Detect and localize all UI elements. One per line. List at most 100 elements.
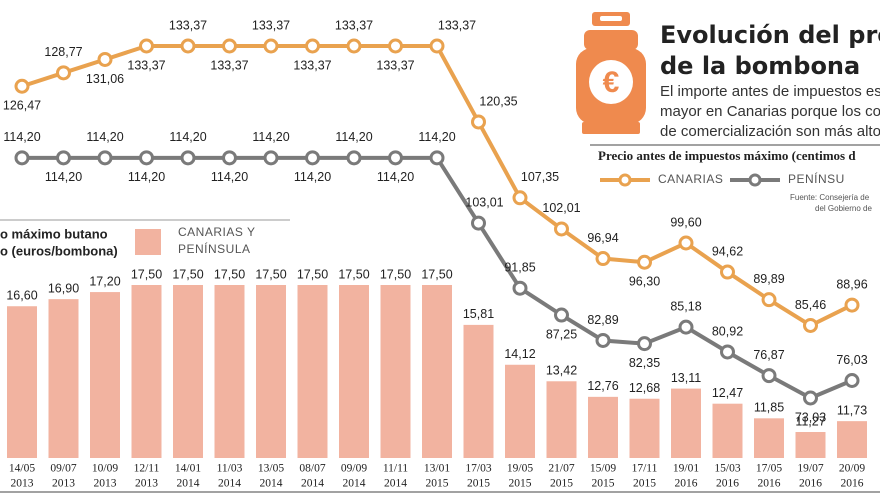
point (305, 150, 320, 166)
x-tick-label: 2015 (592, 478, 615, 490)
point-value-label: 102,01 (542, 201, 580, 215)
bar (422, 285, 452, 458)
bar (463, 324, 494, 458)
point-value-label: 114,20 (169, 130, 206, 144)
point-value-label: 96,30 (629, 275, 660, 289)
x-tick-label: 19/07 (797, 463, 823, 475)
point (471, 114, 486, 130)
point (305, 38, 320, 54)
bar-value-label: 17,50 (338, 267, 369, 281)
point-value-label: 85,46 (795, 298, 826, 312)
point-value-label: 133,37 (252, 18, 290, 32)
point (637, 254, 652, 270)
point (56, 65, 71, 81)
point-value-label: 114,20 (211, 170, 248, 184)
x-tick-label: 14/01 (175, 463, 201, 475)
subtitle: mayor en Canarias porque los co (660, 103, 880, 120)
bar-value-label: 17,50 (421, 267, 452, 281)
point (346, 150, 362, 166)
bar (795, 432, 826, 458)
x-tick-label: 2015 (426, 478, 449, 490)
legend-label: CANARIAS Y PENÍNSULA (178, 225, 255, 256)
point (222, 150, 237, 166)
point (803, 390, 818, 406)
title: de la bombona (660, 52, 860, 80)
x-tick-label: 2016 (675, 478, 698, 490)
source: Fuente: Consejería de (790, 193, 870, 202)
x-tick-label: 17/05 (756, 463, 782, 475)
point-value-label: 133,37 (376, 58, 414, 72)
point (139, 150, 154, 166)
point-value-label: 88,96 (836, 277, 867, 291)
bar-value-label: 12,76 (587, 379, 618, 393)
x-tick-label: 10/09 (92, 463, 118, 475)
point-value-label: 107,35 (521, 170, 559, 184)
bar (297, 285, 328, 458)
bar-value-label: 11,85 (754, 401, 784, 415)
x-tick-label: 2015 (550, 478, 573, 490)
bar-value-label: 17,20 (89, 274, 120, 288)
legend-label-line: PENÍNSULA (178, 241, 251, 256)
point (595, 332, 611, 348)
bar-value-label: 13,42 (546, 364, 577, 378)
point (471, 215, 486, 231)
point-value-label: 131,06 (86, 72, 124, 86)
bar (339, 285, 369, 458)
point (761, 368, 777, 384)
bottle-icon: € (576, 12, 646, 134)
point-value-label: 126,47 (3, 99, 41, 113)
x-tick-label: 2014 (343, 478, 366, 490)
point (678, 319, 694, 335)
bar-value-label: 16,90 (48, 281, 79, 295)
x-tick-label: 15/09 (590, 463, 616, 475)
legend-label: CANARIAS (658, 172, 723, 186)
x-tick-label: 08/07 (299, 463, 325, 475)
bar-value-label: 16,60 (6, 289, 37, 303)
point-value-label: 114,20 (418, 130, 455, 144)
subtitle: de comercialización son más alto (660, 123, 880, 140)
x-tick-label: 09/07 (50, 463, 76, 475)
point-value-label: 114,20 (3, 130, 40, 144)
x-tick-label: 2014 (177, 478, 200, 490)
point (263, 150, 279, 166)
title: Evolución del precio (660, 21, 880, 49)
legend-marker (748, 173, 762, 187)
point-value-label: 91,85 (504, 261, 535, 275)
point-value-label: 73,03 (795, 410, 826, 424)
point-value-label: 114,20 (45, 170, 82, 184)
legend-label-line: CANARIAS Y (178, 225, 255, 239)
point (554, 307, 569, 323)
bar-value-label: 15,81 (463, 307, 494, 321)
point (139, 38, 154, 54)
x-tick-label: 13/05 (258, 463, 284, 475)
legend-label: PENÍNSU (788, 171, 845, 186)
point (97, 150, 113, 166)
x-tick-label: 12/11 (134, 463, 160, 475)
x-tick-label: 17/03 (465, 463, 491, 475)
point-value-label: 114,20 (294, 170, 331, 184)
point-value-label: 114,20 (335, 130, 372, 144)
point-value-label: 87,25 (546, 327, 577, 341)
point-value-label: 114,20 (252, 130, 289, 144)
bar-value-label: 17,50 (131, 267, 162, 281)
point-value-label: 114,20 (377, 170, 414, 184)
x-tick-label: 09/09 (341, 463, 367, 475)
x-tick-label: 2014 (218, 478, 241, 490)
legend-title: Precio antes de impuestos máximo (centim… (598, 148, 856, 163)
point (637, 336, 652, 352)
point-value-label: 133,37 (169, 18, 207, 32)
bar (48, 299, 79, 458)
x-tick-label: 21/07 (548, 463, 574, 475)
point (429, 38, 445, 54)
point (554, 221, 569, 237)
bar-value-label: 14,12 (504, 347, 535, 361)
bar (671, 388, 701, 458)
x-tick-label: 20/09 (839, 463, 865, 475)
svg-text:€: € (603, 66, 620, 99)
point (97, 51, 113, 67)
x-tick-label: 17/11 (632, 463, 658, 475)
point (263, 38, 279, 54)
x-tick-label: 2014 (301, 478, 324, 490)
point-value-label: 94,62 (712, 244, 743, 258)
x-tick-label: 15/03 (714, 463, 740, 475)
